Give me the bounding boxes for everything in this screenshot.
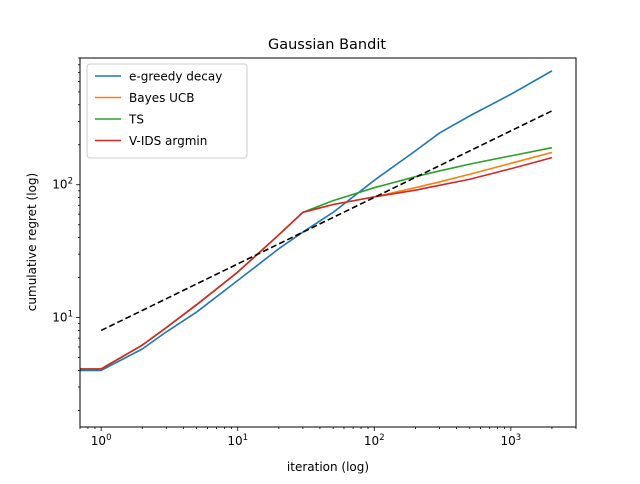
plot-area xyxy=(80,70,553,372)
series-line-ts xyxy=(80,146,553,370)
x-tick-label: 100 xyxy=(91,433,112,448)
x-tick-label: 101 xyxy=(227,433,248,448)
x-axis-label: iteration (log) xyxy=(287,460,369,474)
series-line-bayes-ucb xyxy=(80,151,553,370)
series-line-reference xyxy=(100,110,553,332)
x-tick-label: 102 xyxy=(364,433,385,448)
legend-label: Bayes UCB xyxy=(129,91,195,105)
axes-frame xyxy=(79,57,577,428)
legend-frame xyxy=(86,63,248,159)
legend: e-greedy decay Bayes UCB TS V-IDS argmin xyxy=(86,63,248,159)
y-tick-label: 102 xyxy=(52,177,73,192)
x-tick-label: 103 xyxy=(500,433,521,448)
y-axis-label: cumulative regret (log) xyxy=(25,173,39,311)
series-line-v-ids-argmin xyxy=(80,156,553,370)
legend-label: e-greedy decay xyxy=(129,70,222,84)
series-line-e-greedy-decay xyxy=(80,70,553,372)
legend-label: TS xyxy=(128,113,144,127)
legend-label: V-IDS argmin xyxy=(129,134,207,148)
chart-title: Gaussian Bandit xyxy=(268,37,386,53)
y-tick-label: 101 xyxy=(52,310,73,325)
